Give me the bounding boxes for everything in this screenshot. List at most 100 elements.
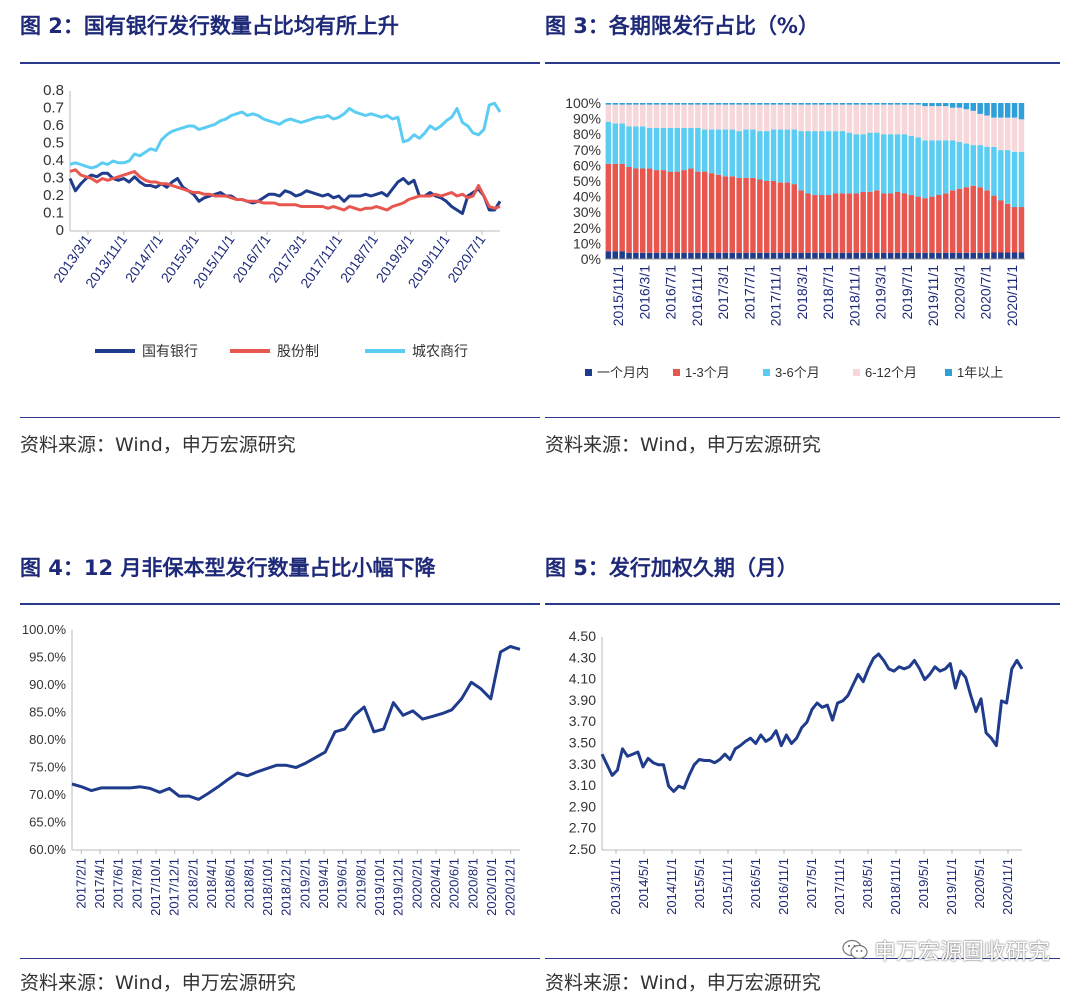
- x-tick-label: 2018/6/1: [223, 858, 238, 909]
- bar-segment: [853, 104, 859, 135]
- chart-fig2: 00.10.20.30.40.50.60.70.82013/3/12013/11…: [43, 82, 502, 359]
- y-tick-label: 100%: [565, 95, 601, 111]
- bar-segment: [681, 128, 687, 171]
- bar-segment: [874, 104, 880, 133]
- y-tick-label: 4.50: [569, 628, 596, 644]
- bar-segment: [846, 132, 853, 194]
- bar-segment: [970, 103, 976, 111]
- bar-segment: [798, 252, 804, 259]
- bar-segment: [963, 252, 970, 259]
- bar-segment: [619, 103, 625, 105]
- bar-segment: [729, 252, 735, 259]
- bar-segment: [750, 129, 756, 178]
- bar-segment: [867, 132, 873, 192]
- bar-segment: [757, 252, 763, 259]
- bar-segment: [977, 103, 983, 114]
- bar-segment: [660, 170, 667, 253]
- bar-segment: [998, 150, 1004, 201]
- bar-segment: [667, 171, 674, 253]
- bar-segment: [832, 131, 839, 194]
- bar-segment: [874, 132, 880, 191]
- bar-segment: [736, 131, 742, 178]
- bar-segment: [956, 142, 963, 189]
- x-tick-label: 2016/7/1: [663, 265, 679, 320]
- bar-segment: [791, 104, 797, 130]
- bar-segment: [770, 181, 777, 253]
- bar-segment: [674, 171, 680, 253]
- bar-segment: [977, 252, 983, 259]
- bar-segment: [825, 195, 832, 253]
- bar-segment: [722, 129, 729, 177]
- source-note: 资料来源：Wind，申万宏源研究: [20, 434, 296, 456]
- source-rule: [20, 958, 540, 959]
- bar-segment: [949, 190, 956, 253]
- y-tick-label: 95.0%: [29, 650, 66, 665]
- bar-segment: [619, 123, 625, 164]
- x-tick-label: 2019/8/1: [353, 858, 368, 909]
- bar-segment: [956, 252, 963, 259]
- series-line: [69, 168, 501, 212]
- bar-segment: [1018, 103, 1025, 120]
- x-tick-label: 2019/10/1: [372, 858, 387, 916]
- bar-segment: [757, 131, 763, 180]
- bar-segment: [736, 252, 742, 259]
- bar-segment: [887, 252, 894, 259]
- x-tick-label: 2020/6/1: [447, 858, 462, 909]
- bar-segment: [688, 103, 694, 105]
- x-tick-label: 2016/11/1: [776, 858, 791, 915]
- bar-segment: [646, 128, 653, 169]
- bar-segment: [688, 104, 694, 128]
- bar-segment: [853, 134, 859, 194]
- x-tick-label: 2017/5/1: [804, 858, 819, 909]
- bar-segment: [867, 103, 873, 105]
- legend-label: 1-3个月: [685, 365, 730, 380]
- bar-segment: [825, 131, 832, 196]
- bar-segment: [619, 251, 625, 259]
- bar-segment: [963, 143, 970, 188]
- bar-segment: [764, 104, 770, 132]
- bar-segment: [874, 103, 880, 105]
- bar-segment: [894, 252, 901, 259]
- bar-segment: [674, 128, 680, 172]
- x-tick-label: 2013/11/1: [608, 858, 623, 915]
- bar-segment: [887, 193, 894, 253]
- legend-label: 国有银行: [142, 343, 198, 359]
- bar-segment: [708, 252, 715, 259]
- bar-segment: [612, 123, 618, 164]
- watermark: 申万宏源固收研究: [842, 934, 1050, 967]
- bar-segment: [943, 193, 949, 253]
- bar-segment: [832, 193, 839, 253]
- bar-segment: [881, 193, 887, 253]
- bar-segment: [908, 252, 915, 259]
- bar-segment: [605, 103, 612, 105]
- bar-segment: [791, 184, 797, 253]
- bar-segment: [633, 126, 639, 169]
- bar-segment: [970, 252, 976, 259]
- y-tick-label: 65.0%: [29, 815, 66, 830]
- x-tick-label: 2018/2/1: [185, 858, 200, 909]
- bar-segment: [688, 168, 694, 253]
- bar-segment: [943, 252, 949, 259]
- bar-segment: [922, 252, 928, 259]
- y-tick-label: 0.7: [43, 100, 64, 117]
- watermark-text: 申万宏源固收研究: [873, 940, 1050, 965]
- bar-segment: [757, 104, 763, 132]
- bar-segment: [805, 131, 811, 194]
- bar-segment: [943, 106, 949, 141]
- y-tick-label: 2.90: [569, 798, 596, 814]
- bar-segment: [750, 103, 756, 105]
- x-tick-label: 2017/11/1: [768, 265, 784, 326]
- bar-segment: [619, 163, 625, 252]
- bar-segment: [901, 252, 908, 259]
- bar-segment: [984, 252, 990, 259]
- bar-segment: [1011, 103, 1018, 118]
- bar-segment: [777, 182, 784, 253]
- wechat-icon: [842, 939, 868, 967]
- bar-segment: [853, 103, 859, 105]
- bar-segment: [729, 176, 735, 253]
- bar-segment: [929, 196, 935, 253]
- bar-segment: [860, 191, 866, 253]
- x-tick-label: 2018/5/1: [860, 858, 875, 909]
- bar-segment: [653, 128, 660, 171]
- x-tick-label: 2017/4/1: [92, 858, 107, 909]
